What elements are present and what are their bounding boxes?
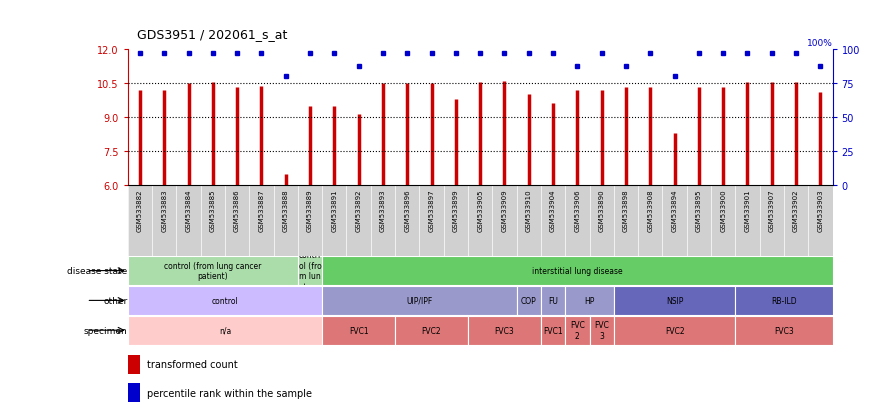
- Bar: [736, 316, 833, 345]
- Text: GSM533906: GSM533906: [574, 189, 581, 232]
- Bar: [128, 316, 322, 345]
- Text: GSM533883: GSM533883: [161, 189, 167, 232]
- Text: NSIP: NSIP: [666, 296, 684, 305]
- Text: GSM533891: GSM533891: [331, 189, 337, 232]
- Text: other: other: [103, 296, 128, 305]
- Text: FVC3: FVC3: [494, 326, 515, 335]
- Bar: [395, 316, 468, 345]
- Text: UIP/IPF: UIP/IPF: [406, 296, 433, 305]
- Text: GSM533909: GSM533909: [501, 189, 507, 232]
- Bar: [541, 316, 566, 345]
- Text: RB-ILD: RB-ILD: [771, 296, 796, 305]
- Text: FVC2: FVC2: [665, 326, 685, 335]
- Text: GSM533898: GSM533898: [623, 189, 629, 232]
- Bar: [614, 286, 736, 315]
- Text: GSM533907: GSM533907: [769, 189, 774, 232]
- Text: GSM533885: GSM533885: [210, 189, 216, 232]
- Text: FU: FU: [548, 296, 558, 305]
- Bar: [566, 316, 589, 345]
- Text: interstitial lung disease: interstitial lung disease: [532, 266, 623, 275]
- Text: disease state: disease state: [68, 266, 128, 275]
- Bar: [128, 286, 322, 315]
- Bar: [468, 316, 541, 345]
- Text: specimen: specimen: [84, 326, 128, 335]
- Text: GSM533905: GSM533905: [478, 189, 483, 232]
- Text: GSM533890: GSM533890: [599, 189, 604, 232]
- Text: GSM533908: GSM533908: [648, 189, 654, 232]
- Text: FVC
2: FVC 2: [570, 321, 585, 340]
- Bar: [566, 286, 614, 315]
- Text: transformed count: transformed count: [147, 359, 238, 369]
- Text: FVC
3: FVC 3: [594, 321, 609, 340]
- Text: GSM533886: GSM533886: [234, 189, 241, 232]
- Text: control: control: [211, 296, 239, 305]
- Text: GSM533889: GSM533889: [307, 189, 313, 232]
- Bar: [322, 256, 833, 285]
- Text: GSM533899: GSM533899: [453, 189, 459, 232]
- Bar: [589, 316, 614, 345]
- Text: contrl
ol (fro
m lun
g trans: contrl ol (fro m lun g trans: [296, 251, 323, 291]
- Text: GSM533903: GSM533903: [818, 189, 824, 232]
- Text: GSM533887: GSM533887: [258, 189, 264, 232]
- Bar: [541, 286, 566, 315]
- Text: GSM533896: GSM533896: [404, 189, 411, 232]
- Text: HP: HP: [584, 296, 595, 305]
- Bar: [322, 286, 516, 315]
- Text: GSM533895: GSM533895: [696, 189, 702, 232]
- Text: GSM533901: GSM533901: [744, 189, 751, 232]
- Text: GSM533894: GSM533894: [671, 189, 677, 232]
- Bar: [736, 286, 833, 315]
- Text: COP: COP: [521, 296, 537, 305]
- Text: GSM533888: GSM533888: [283, 189, 289, 232]
- Text: GSM533902: GSM533902: [793, 189, 799, 232]
- Bar: [128, 256, 298, 285]
- Text: GSM533882: GSM533882: [137, 189, 143, 232]
- Text: GDS3951 / 202061_s_at: GDS3951 / 202061_s_at: [137, 28, 287, 41]
- Text: GSM533904: GSM533904: [550, 189, 556, 232]
- Bar: [128, 383, 140, 403]
- Text: 100%: 100%: [807, 39, 833, 48]
- Text: percentile rank within the sample: percentile rank within the sample: [147, 388, 313, 398]
- Text: GSM533910: GSM533910: [526, 189, 532, 232]
- Text: GSM533892: GSM533892: [356, 189, 361, 232]
- Text: GSM533884: GSM533884: [186, 189, 191, 232]
- Bar: [128, 355, 140, 374]
- Text: control (from lung cancer
patient): control (from lung cancer patient): [164, 261, 262, 280]
- Text: FVC3: FVC3: [774, 326, 794, 335]
- Text: n/a: n/a: [218, 326, 231, 335]
- Bar: [614, 316, 736, 345]
- Bar: [298, 256, 322, 285]
- Text: FVC2: FVC2: [422, 326, 441, 335]
- Text: FVC1: FVC1: [349, 326, 368, 335]
- Bar: [322, 316, 395, 345]
- Text: GSM533897: GSM533897: [428, 189, 434, 232]
- Text: GSM533900: GSM533900: [720, 189, 726, 232]
- Bar: [516, 286, 541, 315]
- Text: GSM533893: GSM533893: [380, 189, 386, 232]
- Text: FVC1: FVC1: [544, 326, 563, 335]
